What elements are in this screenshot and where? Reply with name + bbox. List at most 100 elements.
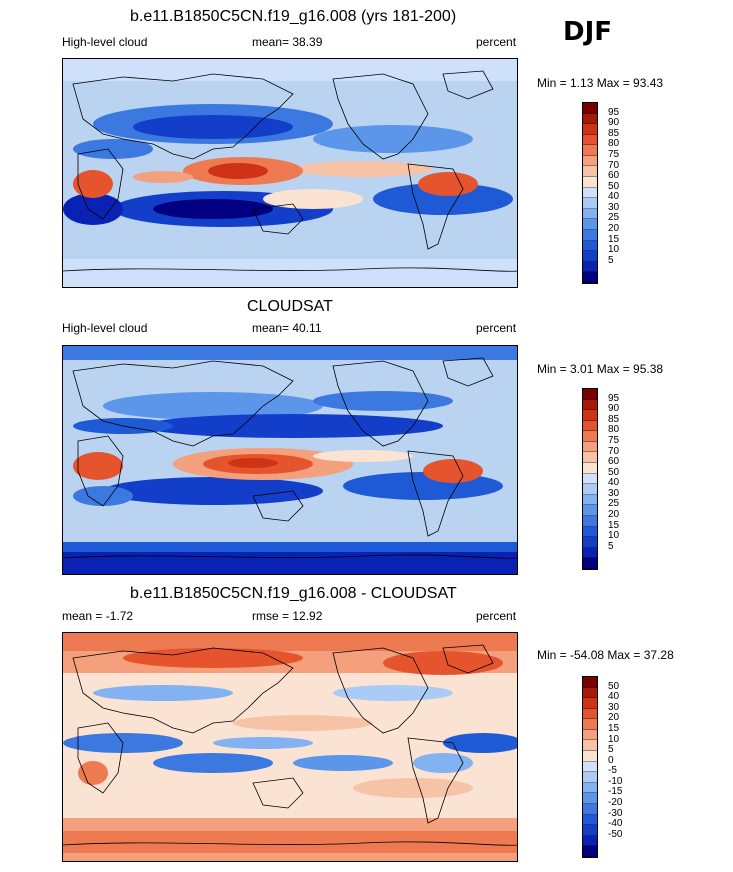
panel3-units-label: percent bbox=[476, 609, 517, 623]
panel3-colorbar-tick-label: -15 bbox=[608, 786, 623, 798]
panel3-colorbar-tick-label: 0 bbox=[608, 754, 614, 766]
panel1-colorbar-tick-label: 20 bbox=[608, 223, 620, 235]
panel1-colorbar-swatch bbox=[583, 103, 597, 114]
panel2-colorbar-swatch bbox=[583, 505, 597, 516]
panel2-colorbar-tick-label: 80 bbox=[608, 424, 620, 436]
panel1-colorbar-swatch bbox=[583, 229, 597, 241]
panel3-colorbar-tick-label: -5 bbox=[608, 765, 617, 777]
panel1-colorbar-tick-label: 85 bbox=[608, 127, 620, 139]
panel2-mean-label: mean= 40.11 bbox=[252, 321, 322, 335]
panel2-colorbar-tick-label: 50 bbox=[608, 466, 620, 478]
panel1-colorbar-tick-label: 95 bbox=[608, 106, 620, 118]
panel3-colorbar-tick-label: 5 bbox=[608, 744, 614, 756]
panel2-colorbar-swatch bbox=[583, 526, 597, 538]
panel2-colorbar-swatch bbox=[583, 399, 597, 411]
panel1-colorbar-swatch bbox=[583, 166, 597, 178]
panel3-coastlines bbox=[63, 644, 517, 846]
panel3-colorbar-tick-label: -20 bbox=[608, 797, 623, 809]
panel2-coastlines bbox=[63, 357, 517, 559]
panel2-colorbar-swatch bbox=[583, 420, 597, 432]
panel3-minmax-label: Min = -54.08 Max = 37.28 bbox=[537, 648, 674, 662]
panel2-map bbox=[62, 345, 518, 575]
panel1-minmax-label: Min = 1.13 Max = 93.43 bbox=[537, 76, 664, 90]
panel3-colorbar-swatch bbox=[583, 803, 597, 815]
panel1-colorbar-tick-label: 30 bbox=[608, 201, 620, 213]
panel3-colorbar-tick-label: -30 bbox=[608, 807, 623, 819]
panel1-colorbar-swatch bbox=[583, 113, 597, 125]
panel1-colorbar-swatch bbox=[583, 145, 597, 156]
panel3-colorbar-swatch bbox=[583, 751, 597, 762]
panel2-colorbar-swatch bbox=[583, 452, 597, 464]
panel3-colorbar-swatch bbox=[583, 719, 597, 730]
panel3-map-svg bbox=[63, 633, 517, 861]
panel2-minmax-label: Min = 3.01 Max = 95.38 bbox=[537, 362, 664, 376]
panel2-colorbar bbox=[582, 388, 598, 570]
panel2-colorbar-swatch bbox=[583, 484, 597, 495]
panel2-colorbar-tick-label: 95 bbox=[608, 392, 620, 404]
panel1-colorbar-swatch bbox=[583, 187, 597, 199]
panel2-colorbar-swatch bbox=[583, 494, 597, 506]
panel1-colorbar-swatch bbox=[583, 272, 597, 283]
panel3-colorbar-swatch bbox=[583, 677, 597, 688]
panel3-colorbar-swatch bbox=[583, 825, 597, 836]
panel1-map bbox=[62, 58, 518, 288]
panel2-colorbar-swatch bbox=[583, 389, 597, 400]
panel1-colorbar-swatch bbox=[583, 177, 597, 188]
panel1-map-svg bbox=[63, 59, 517, 287]
panel2-colorbar-swatch bbox=[583, 441, 597, 453]
panel3-colorbar-tick-label: -10 bbox=[608, 775, 623, 787]
panel2-colorbar-swatch bbox=[583, 547, 597, 559]
panel3-title: b.e11.B1850C5CN.f19_g16.008 - CLOUDSAT bbox=[130, 585, 457, 602]
panel2-colorbar-tick-label: 40 bbox=[608, 477, 620, 489]
panel1-colorbar-tick-label: 80 bbox=[608, 138, 620, 150]
panel1-coastlines bbox=[63, 70, 517, 272]
panel1-colorbar-swatches bbox=[583, 103, 597, 283]
panel2-colorbar-tick-label: 85 bbox=[608, 413, 620, 425]
panel1-colorbar-tick-label: 15 bbox=[608, 233, 620, 245]
panel1-colorbar-swatch bbox=[583, 155, 597, 167]
panel1-colorbar-tick-label: 50 bbox=[608, 180, 620, 192]
panel2-colorbar-tick-label: 20 bbox=[608, 509, 620, 521]
panel2-colorbar-tick-label: 15 bbox=[608, 519, 620, 531]
panel2-colorbar-tick-label: 75 bbox=[608, 434, 620, 446]
panel3-colorbar-swatch bbox=[583, 835, 597, 847]
panel2-colorbar-swatches bbox=[583, 389, 597, 569]
panel3-rmse-label: rmse = 12.92 bbox=[252, 609, 323, 623]
panel2-colorbar-tick-label: 25 bbox=[608, 498, 620, 510]
panel1-colorbar-swatch bbox=[583, 124, 597, 135]
panel1-colorbar-tick-label: 25 bbox=[608, 212, 620, 224]
panel2-colorbar-swatch bbox=[583, 473, 597, 485]
panel3-colorbar bbox=[582, 676, 598, 858]
panel3-colorbar-swatch bbox=[583, 708, 597, 720]
panel2-colorbar-tick-label: 10 bbox=[608, 530, 620, 542]
panel3-colorbar-swatch bbox=[583, 793, 597, 804]
panel1-mean-label: mean= 38.39 bbox=[252, 35, 323, 49]
panel2-colorbar-tick-label: 30 bbox=[608, 487, 620, 499]
panel1-colorbar-swatch bbox=[583, 251, 597, 262]
panel1-title: b.e11.B1850C5CN.f19_g16.008 (yrs 181-200… bbox=[130, 8, 457, 25]
panel1-colorbar-swatch bbox=[583, 198, 597, 209]
panel1-colorbar-swatch bbox=[583, 208, 597, 220]
panel2-colorbar-tick-label: 90 bbox=[608, 403, 620, 415]
panel3-colorbar-tick-label: 20 bbox=[608, 712, 620, 724]
panel3-colorbar-swatch bbox=[583, 687, 597, 699]
panel3-colorbar-swatch bbox=[583, 761, 597, 773]
panel3-colorbar-tick-label: -40 bbox=[608, 818, 623, 830]
panel3-colorbar-tick-label: 40 bbox=[608, 691, 620, 703]
panel3-map bbox=[62, 632, 518, 862]
panel1-colorbar-tick-label: 90 bbox=[608, 117, 620, 129]
panel1-units-label: percent bbox=[476, 35, 517, 49]
panel2-title: CLOUDSAT bbox=[247, 298, 333, 315]
panel2-colorbar-swatch bbox=[583, 515, 597, 527]
panel2-variable-label: High-level cloud bbox=[62, 321, 148, 335]
panel1-colorbar-swatch bbox=[583, 261, 597, 273]
panel3-colorbar-tick-label: 10 bbox=[608, 733, 620, 745]
panel3-colorbar-swatches bbox=[583, 677, 597, 857]
panel1-colorbar-swatch bbox=[583, 219, 597, 230]
panel3-colorbar-swatch bbox=[583, 729, 597, 741]
panel2-units-label: percent bbox=[476, 321, 517, 335]
panel1-colorbar-tick-label: 5 bbox=[608, 254, 614, 266]
panel2-colorbar-tick-label: 70 bbox=[608, 445, 620, 457]
panel2-colorbar-swatch bbox=[583, 558, 597, 569]
panel1-variable-label: High-level cloud bbox=[62, 35, 148, 49]
